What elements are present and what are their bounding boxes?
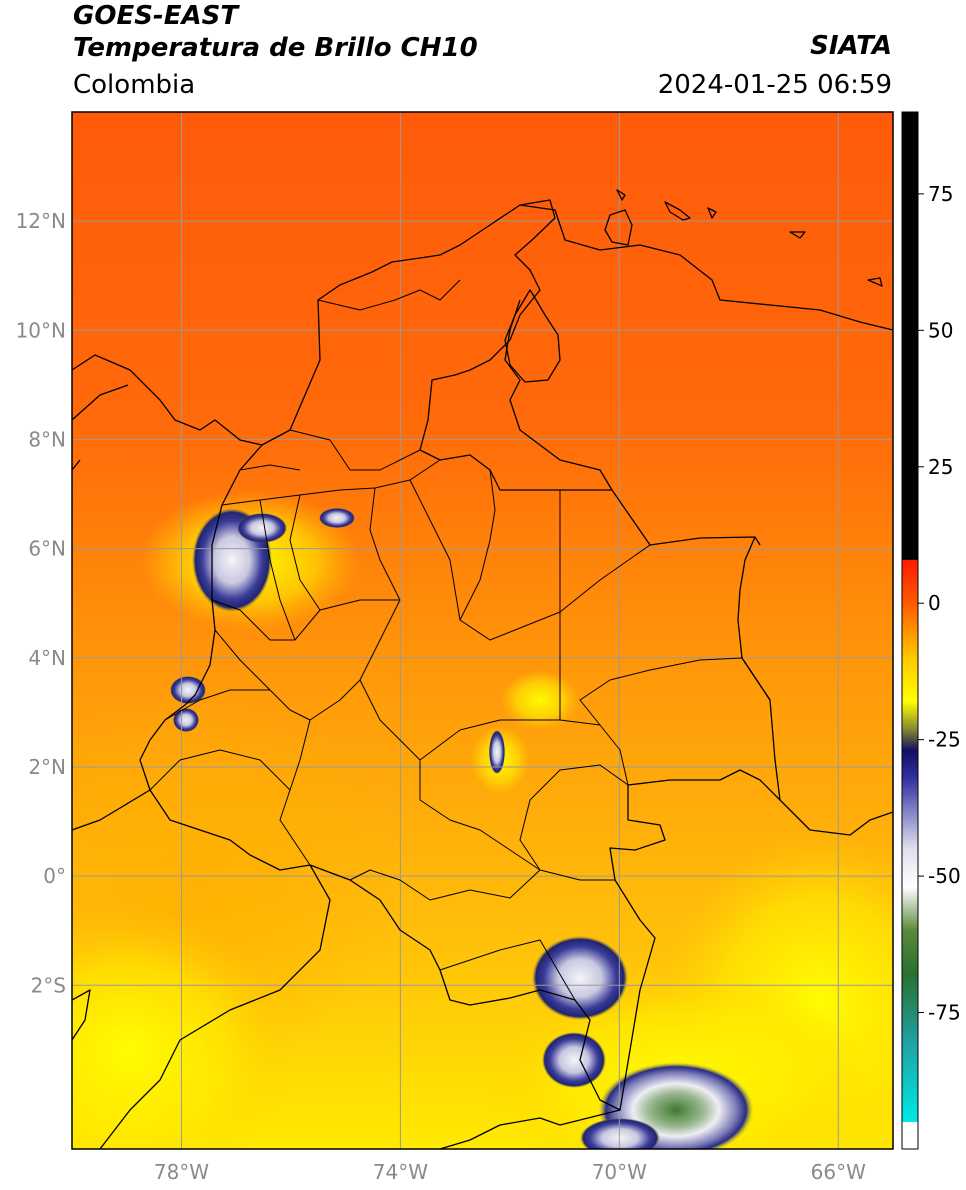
map-frame [71, 111, 894, 1150]
colorbar-frame [901, 111, 919, 1150]
ecuador-peru-border [99, 864, 331, 1149]
peru-brazil-border [439, 1109, 621, 1149]
colorbar-tick-label: 0 [928, 591, 941, 615]
bonaire [707, 207, 717, 219]
product-title: Temperatura de Brillo CH10 [73, 33, 478, 63]
cold-cloud-systems [170, 508, 754, 1149]
colorbar-gradient [902, 112, 918, 1149]
peru-coast [72, 989, 91, 1041]
department-borders [149, 279, 743, 1001]
lat-tick-label: 4°N [28, 646, 66, 670]
brightness-temperature-field [72, 112, 893, 1149]
venezuela-west-border [504, 299, 761, 546]
organization-label: SIATA [810, 31, 892, 61]
aruba [616, 189, 626, 201]
colorbar-ticks: 75 50 25 0 -25 -50 -75 [918, 182, 961, 1025]
colorbar: 75 50 25 0 -25 -50 -75 [901, 111, 961, 1150]
lat-tick-label: 10°N [16, 318, 66, 342]
venezuela-coast [519, 204, 893, 331]
latitude-tick-labels: 12°N 10°N 8°N 6°N 4°N 2°N 0° 2°S [16, 209, 66, 997]
timestamp-label: 2024-01-25 06:59 [657, 70, 892, 100]
lake-maracaibo [504, 289, 561, 383]
brazil-venezuela-border [741, 657, 893, 836]
lat-tick-label: 2°S [31, 973, 66, 997]
panama-coast [72, 354, 263, 446]
curacao [664, 201, 691, 221]
graticule [72, 112, 893, 1149]
colorbar-tick-label: 25 [928, 455, 953, 479]
longitude-tick-labels: 78°W 74°W 70°W 66°W [154, 1160, 866, 1184]
lat-tick-label: 8°N [28, 427, 66, 451]
lon-tick-label: 78°W [154, 1160, 209, 1184]
paraguana [604, 209, 633, 246]
colorbar-tick-label: -25 [928, 728, 961, 752]
ecuador-border [72, 789, 151, 831]
lat-tick-label: 0° [43, 864, 66, 888]
colorbar-tick-label: 75 [928, 182, 953, 206]
lon-tick-label: 70°W [592, 1160, 647, 1184]
colorbar-tick-label: 50 [928, 318, 953, 342]
lat-tick-label: 12°N [16, 209, 66, 233]
colorbar-tick-label: -75 [928, 1001, 961, 1025]
trinidad-coast [867, 277, 883, 287]
lat-tick-label: 6°N [28, 537, 66, 561]
title-block: GOES-EAST Temperatura de Brillo CH10 [73, 0, 478, 64]
lat-tick-label: 2°N [28, 755, 66, 779]
region-label: Colombia [73, 70, 196, 100]
panama-south-coast [72, 384, 129, 471]
margarita [789, 231, 806, 239]
lon-tick-label: 74°W [373, 1160, 428, 1184]
satellite-title: GOES-EAST [73, 1, 239, 31]
lon-tick-label: 66°W [811, 1160, 866, 1184]
country-borders [72, 189, 893, 1149]
colorbar-tick-label: -50 [928, 864, 961, 888]
